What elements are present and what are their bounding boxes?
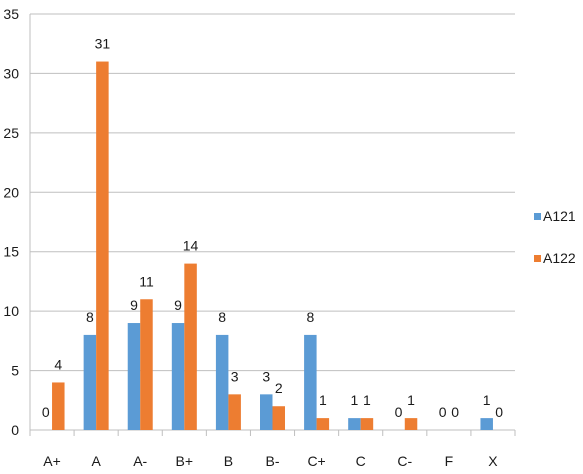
data-label: 31 — [95, 36, 111, 52]
data-label: 3 — [231, 368, 239, 384]
bar-a122 — [228, 394, 241, 430]
bar-a121 — [480, 418, 493, 430]
y-axis: 0 5 10 15 20 25 30 35 — [3, 6, 31, 438]
data-label: 11 — [139, 273, 154, 289]
bar-a121 — [127, 323, 141, 430]
y-tick-label: 0 — [11, 422, 19, 438]
legend-label-a121: A121 — [543, 208, 576, 224]
x-tick-label: A — [91, 453, 101, 469]
data-label: 8 — [306, 309, 314, 325]
bar-a122 — [140, 299, 153, 430]
data-label: 1 — [407, 392, 415, 408]
bar-a122 — [96, 61, 109, 431]
x-tick-label: A- — [133, 453, 147, 469]
bar-a121 — [304, 334, 317, 430]
data-label: 0 — [439, 404, 447, 420]
bar-a122 — [52, 382, 65, 430]
legend: A121 A122 — [534, 208, 576, 266]
bar-a121 — [348, 418, 361, 430]
bar-a121 — [215, 334, 229, 430]
data-label: 2 — [275, 380, 283, 396]
bar-a121 — [171, 323, 185, 430]
y-tick-label: 35 — [3, 6, 19, 22]
bar-a122 — [360, 418, 374, 430]
data-label: 1 — [319, 392, 327, 408]
y-tick-label: 5 — [11, 363, 19, 379]
data-label: 3 — [262, 368, 270, 384]
x-tick-label: B- — [266, 453, 280, 469]
x-axis: A+ A A- B+ B B- C+ C C- F X — [29, 429, 516, 469]
bar-a122 — [272, 406, 285, 430]
y-tick-label: 30 — [3, 65, 19, 81]
data-label: 0 — [42, 404, 50, 420]
x-tick-label: C+ — [307, 453, 325, 469]
bar-a122 — [316, 418, 330, 430]
y-tick-label: 10 — [3, 303, 19, 319]
x-tick-label: X — [488, 453, 498, 469]
bar-a122 — [404, 418, 418, 430]
data-label: 8 — [86, 309, 94, 325]
x-tick-label: C — [356, 453, 366, 469]
x-tick-label: A+ — [43, 453, 61, 469]
legend-swatch-a121 — [534, 213, 541, 220]
x-tick-label: B+ — [176, 453, 194, 469]
data-label: 9 — [174, 297, 182, 313]
data-label: 1 — [363, 392, 371, 408]
legend-swatch-a122 — [534, 255, 541, 262]
bars — [52, 61, 493, 431]
gridlines — [30, 13, 515, 372]
bar-a121 — [83, 334, 97, 430]
data-label: 1 — [483, 392, 491, 408]
data-label: 8 — [218, 309, 226, 325]
data-label: 14 — [183, 238, 199, 254]
y-tick-label: 15 — [3, 244, 19, 260]
legend-label-a122: A122 — [543, 250, 576, 266]
data-label: 1 — [351, 392, 359, 408]
data-label: 0 — [451, 404, 459, 420]
data-label: 9 — [130, 297, 138, 313]
y-tick-label: 25 — [3, 125, 19, 141]
x-tick-label: C- — [397, 453, 412, 469]
data-label: 0 — [395, 404, 403, 420]
data-label: 0 — [495, 404, 503, 420]
data-label: 4 — [54, 356, 62, 372]
x-tick-label: B — [224, 453, 233, 469]
x-tick-label: F — [445, 453, 454, 469]
bar-a121 — [260, 394, 273, 430]
bar-a122 — [184, 263, 197, 430]
y-tick-label: 20 — [3, 184, 19, 200]
